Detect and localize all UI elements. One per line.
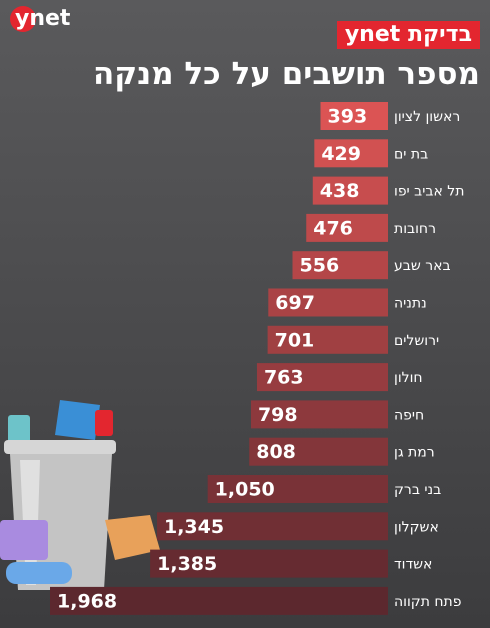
bar: [312, 176, 388, 205]
value-label: 1,968: [57, 590, 117, 612]
value-label: 476: [313, 217, 353, 239]
bar: [150, 549, 388, 578]
value-label: 763: [264, 367, 304, 389]
bar: [314, 139, 388, 168]
category-label: חולון: [394, 370, 423, 386]
value-label: 393: [328, 106, 368, 128]
value-label: 438: [320, 180, 360, 202]
category-label: נתניה: [394, 296, 427, 312]
value-label: 697: [275, 292, 315, 314]
category-label: רמת גן: [394, 445, 435, 461]
value-label: 1,385: [157, 553, 217, 575]
bar: [267, 325, 388, 354]
bar: [156, 512, 388, 541]
value-label: 1,345: [164, 516, 224, 538]
logo: ynet: [15, 6, 71, 31]
value-label: 798: [258, 404, 298, 426]
value-label: 701: [275, 329, 315, 351]
category-label: אשדוד: [394, 557, 432, 573]
bar: [320, 102, 388, 130]
tag: בדיקת ynet: [336, 21, 480, 49]
trash-illustration: [0, 400, 160, 590]
category-label: חיפה: [394, 407, 424, 423]
bar: [292, 251, 388, 280]
logo-badge: [10, 6, 36, 32]
bar: [268, 288, 388, 317]
value-label: 808: [256, 441, 296, 463]
category-label: אשקלון: [394, 519, 439, 535]
value-label: 1,050: [215, 479, 275, 501]
category-label: פתח תקווה: [394, 594, 461, 610]
category-label: ראשון לציון: [394, 109, 460, 125]
bar: [207, 475, 388, 503]
value-label: 556: [300, 255, 340, 277]
category-label: בת ים: [394, 146, 428, 162]
bar: [50, 586, 388, 615]
value-label: 429: [321, 143, 361, 165]
category-label: בני ברק: [394, 482, 441, 498]
bar: [250, 400, 388, 429]
category-label: באר שבע: [394, 258, 451, 274]
category-label: תל אביב יפו: [394, 184, 464, 200]
bar: [256, 363, 388, 392]
category-label: ירושלים: [394, 333, 439, 349]
chart-title: מספר תושבים על כל מנקה: [93, 56, 480, 92]
bar: [306, 213, 388, 242]
category-label: רחובות: [394, 221, 436, 237]
bar: [249, 437, 388, 466]
